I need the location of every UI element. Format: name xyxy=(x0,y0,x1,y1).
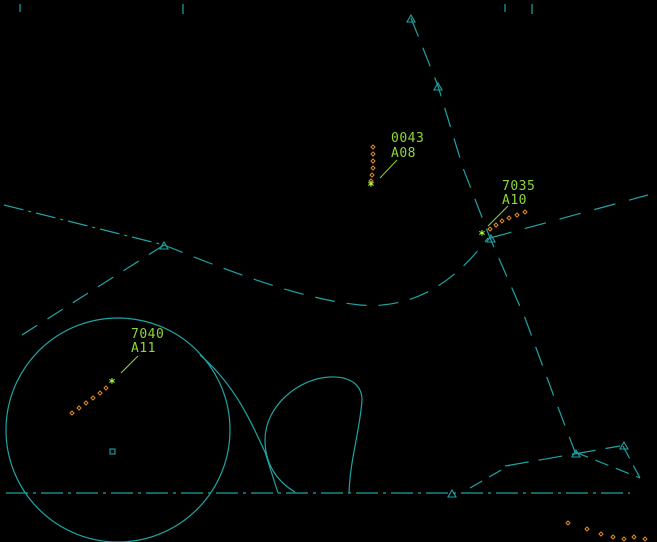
triangle-icon xyxy=(433,81,443,91)
diamond-icon xyxy=(369,172,375,178)
video-map xyxy=(3,4,649,542)
diamond-icon xyxy=(76,405,82,411)
diamond-icon xyxy=(514,212,520,218)
boundary-line xyxy=(199,354,279,494)
diamond-icon xyxy=(493,222,499,228)
diamond-icon xyxy=(487,226,493,232)
asterisk-icon[interactable]: * xyxy=(367,179,374,193)
diamond-icon xyxy=(83,400,89,406)
beacon-code[interactable]: 7040 xyxy=(131,327,164,342)
range-ring xyxy=(5,317,231,542)
diamond-icon xyxy=(565,520,571,526)
altitude-readout[interactable]: A08 xyxy=(391,146,416,161)
diamond-icon xyxy=(499,218,505,224)
leader-line xyxy=(120,355,139,374)
history-trail xyxy=(368,144,376,184)
diamond-icon xyxy=(90,395,96,401)
diamond-icon xyxy=(370,165,376,171)
airway-line xyxy=(622,445,641,479)
airway-line xyxy=(574,451,641,479)
diamond-icon xyxy=(97,390,103,396)
boundary-line xyxy=(3,204,165,246)
triangle-icon xyxy=(406,13,416,23)
triangle-icon xyxy=(447,488,457,498)
diamond-icon xyxy=(631,534,637,540)
asterisk-icon[interactable]: * xyxy=(478,228,485,242)
triangle-icon xyxy=(486,233,496,243)
diamond-icon xyxy=(368,178,374,184)
aircraft-target[interactable]: * 7035 A10 xyxy=(478,179,535,242)
diamond-icon xyxy=(370,158,376,164)
leader-line xyxy=(379,159,398,179)
approach-arc xyxy=(163,237,489,307)
asterisk-icon[interactable]: * xyxy=(108,376,115,390)
leader-line xyxy=(487,205,509,227)
altitude-readout[interactable]: A11 xyxy=(131,341,156,356)
diamond-icon xyxy=(506,215,512,221)
sector-outline xyxy=(264,376,363,494)
diamond-icon xyxy=(103,385,109,391)
triangle-icon xyxy=(571,448,581,458)
airway-line xyxy=(469,464,511,489)
altitude-readout[interactable]: A10 xyxy=(502,193,527,208)
square-icon xyxy=(109,448,116,455)
diamond-icon xyxy=(370,144,376,150)
diamond-icon xyxy=(522,209,528,215)
airway-line xyxy=(489,194,649,239)
diamond-icon xyxy=(610,534,616,540)
history-trail xyxy=(487,209,528,232)
diamond-icon xyxy=(598,531,604,537)
diamond-icon xyxy=(370,151,376,157)
diamond-icon xyxy=(584,526,590,532)
history-trail xyxy=(69,385,109,416)
diamond-icon xyxy=(642,536,648,542)
triangle-icon xyxy=(159,240,169,250)
triangle-icon xyxy=(619,440,629,450)
diamond-icon xyxy=(69,410,75,416)
aircraft-target[interactable]: * 7040 A11 xyxy=(69,327,164,416)
fix-layer xyxy=(109,13,629,498)
history-trail xyxy=(565,520,648,542)
beacon-code[interactable]: 7035 xyxy=(502,179,535,194)
beacon-code[interactable]: 0043 xyxy=(391,131,424,146)
diamond-icon xyxy=(621,536,627,542)
airway-line xyxy=(504,445,621,467)
aircraft-target[interactable]: * 0043 A08 xyxy=(367,131,424,193)
